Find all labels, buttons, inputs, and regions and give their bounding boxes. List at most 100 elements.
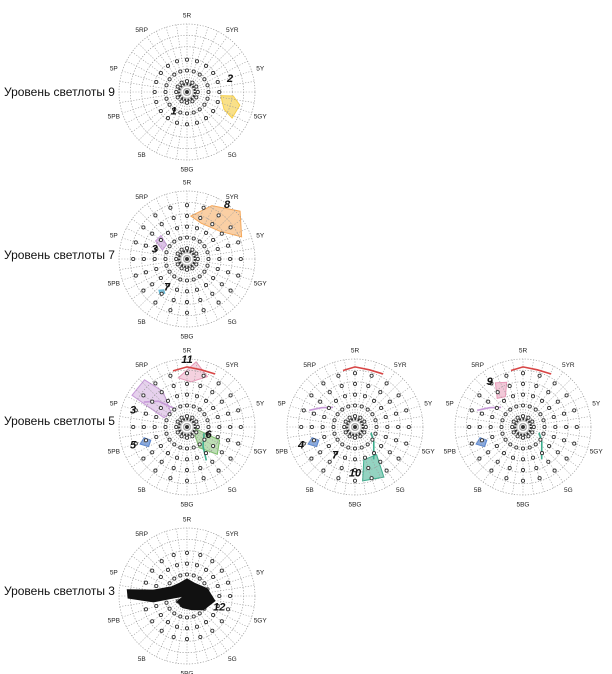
sample-dot (174, 287, 180, 292)
sample-dot (228, 256, 233, 262)
hue-axis-label: 5GY (254, 617, 268, 624)
sample-dot (342, 424, 347, 430)
sample-dot (197, 611, 202, 616)
sample-dot (501, 398, 507, 403)
grid-spoke (186, 378, 236, 428)
polar-chart-2: 5R 5YR 5Y 5GY 5G 5BG 5B 5PB 5P 5RP 8 3 7 (108, 180, 268, 341)
sample-dot (515, 415, 520, 420)
sample-dot (342, 455, 348, 460)
sample-dot (352, 457, 358, 462)
sample-dot (211, 237, 216, 243)
trajectory-line (342, 366, 384, 375)
hue-axis-label: 5G (564, 487, 573, 494)
center-point (185, 425, 189, 429)
sample-dot (228, 225, 233, 230)
highlight-region (189, 205, 243, 238)
sample-dot (362, 419, 367, 424)
sample-dot (164, 250, 169, 255)
grid-spoke (138, 258, 188, 308)
sample-dot (467, 424, 472, 430)
sample-dot (490, 414, 495, 420)
sample-dot (322, 434, 327, 440)
sample-dot (211, 612, 216, 618)
sample-dot (343, 430, 348, 435)
hue-axis-label: 5Y (256, 401, 265, 408)
sample-dot (301, 441, 306, 446)
sample-dot (564, 456, 569, 461)
sample-dot (369, 476, 374, 481)
sample-dot (202, 244, 207, 249)
sample-dot (371, 398, 377, 403)
sample-dot (495, 459, 500, 464)
sample-dot (150, 231, 155, 236)
annotation-number: 1 (171, 105, 177, 117)
sample-dot (211, 443, 216, 449)
sample-dot (150, 399, 155, 404)
hue-axis-label: 5GY (422, 448, 436, 455)
sample-dot (215, 246, 220, 252)
annotation-number: 3 (152, 244, 158, 256)
sample-dot (520, 446, 526, 451)
sample-dot (508, 442, 513, 447)
sample-dot (154, 603, 159, 609)
sample-dot (179, 266, 184, 271)
sample-dot (202, 77, 207, 82)
sample-dot (152, 424, 157, 430)
sample-dot (141, 424, 146, 430)
sample-dot (184, 392, 190, 397)
sample-dot (167, 244, 172, 249)
sample-dot (178, 236, 183, 241)
sample-dot (167, 269, 172, 274)
sample-dot (158, 237, 163, 243)
sample-dot (378, 390, 383, 395)
sample-dot (201, 205, 206, 210)
sample-dot (152, 256, 157, 262)
sample-dot (216, 213, 221, 218)
sample-dot (205, 263, 210, 268)
sample-dot (165, 63, 171, 68)
sample-dot (201, 308, 206, 313)
sample-dot (202, 269, 207, 274)
sample-dot (520, 478, 526, 483)
sample-dot (141, 256, 146, 262)
sample-dot (198, 215, 203, 221)
grid-spoke (138, 43, 188, 93)
hue-axis-label: 5G (228, 487, 237, 494)
sample-dot (384, 381, 389, 386)
sample-dot (366, 465, 371, 471)
sample-dot (216, 468, 221, 473)
hue-axis-label: 5YR (226, 362, 239, 369)
hue-axis-label: 5R (183, 517, 192, 524)
sample-dot (184, 550, 190, 555)
sample-dot (141, 456, 146, 461)
sample-dot (551, 434, 556, 440)
sample-dot (211, 275, 216, 281)
sample-dot (479, 411, 485, 416)
sample-dot (211, 574, 216, 580)
sample-dot (165, 620, 171, 625)
hue-axis-label: 5GY (590, 448, 604, 455)
sample-dot (165, 116, 171, 121)
sample-dot (370, 412, 375, 417)
sample-dot (171, 465, 176, 471)
sample-dot (210, 559, 215, 564)
sample-dot (159, 628, 164, 633)
sample-dot (238, 424, 243, 430)
sample-dot (159, 390, 164, 395)
sample-dot (184, 626, 190, 631)
hue-axis-label: 5P (110, 570, 118, 577)
annotation-number: 7 (332, 450, 339, 462)
sample-dot (219, 568, 224, 573)
sample-dot (178, 277, 183, 282)
sample-dot (143, 438, 149, 443)
annotation-number: 10 (349, 467, 362, 479)
sample-dot (225, 411, 231, 416)
hue-axis-label: 5YR (562, 362, 575, 369)
grid-spoke (522, 378, 572, 428)
sample-dot (309, 393, 314, 398)
center-point (521, 425, 525, 429)
sample-dot (152, 89, 157, 95)
sample-dot (165, 230, 171, 235)
hue-axis-label: 5Y (256, 66, 265, 73)
sample-dot (178, 404, 183, 409)
